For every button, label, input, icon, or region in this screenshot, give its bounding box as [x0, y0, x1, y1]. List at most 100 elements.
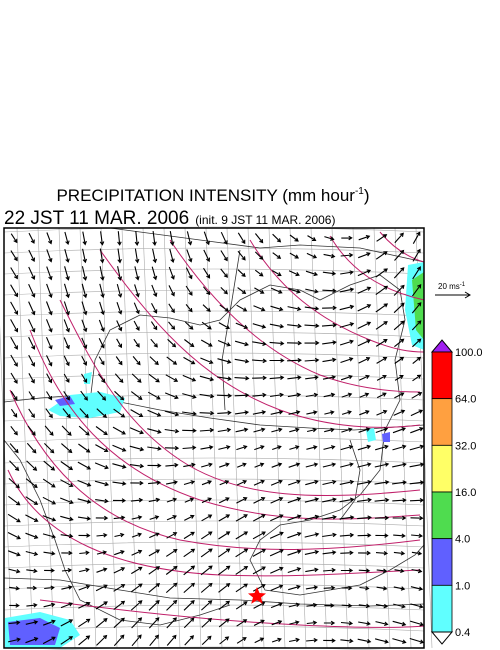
- meridian: [184, 227, 202, 649]
- wind-arrow: [10, 372, 18, 384]
- wind-arrow: [322, 305, 337, 311]
- wind-arrow: [287, 549, 302, 556]
- wind-arrow: [252, 584, 266, 592]
- wind-arrow: [289, 234, 299, 242]
- wind-arrow: [81, 319, 88, 333]
- wind-arrow: [340, 252, 354, 258]
- wind-arrow: [43, 551, 56, 556]
- wind-arrow: [46, 355, 53, 367]
- wind-arrow: [151, 284, 158, 298]
- wind-arrow: [411, 533, 423, 538]
- wind-arrow: [375, 533, 389, 538]
- wind-arrow: [59, 497, 74, 505]
- wind-scale-text: 20 ms: [438, 282, 460, 291]
- wind-arrow: [113, 515, 126, 520]
- meridian: [205, 227, 223, 649]
- wind-arrow: [113, 567, 126, 574]
- wind-arrow: [165, 565, 178, 575]
- wind-arrow: [234, 393, 250, 398]
- wind-arrow: [26, 602, 38, 608]
- wind-arrow: [44, 425, 54, 436]
- wind-arrow: [322, 497, 337, 503]
- wind-arrow: [112, 426, 126, 435]
- wind-arrow: [375, 251, 388, 260]
- wind-arrow: [42, 515, 57, 522]
- parallel: [3, 394, 425, 401]
- wind-arrow: [60, 602, 73, 609]
- meridian: [310, 227, 328, 649]
- wind-arrow: [358, 550, 371, 556]
- wind-arrow: [411, 568, 423, 574]
- lat-lon-grid: [0, 226, 433, 650]
- wind-arrow: [116, 283, 123, 298]
- wind-arrow: [305, 375, 319, 380]
- wind-arrow: [270, 410, 284, 415]
- wind-arrow: [412, 248, 421, 262]
- wind-arrow: [10, 319, 19, 333]
- wind-arrow: [376, 374, 387, 381]
- wind-arrow: [269, 549, 284, 557]
- wind-arrow: [409, 620, 424, 627]
- colorbar-segment: [431, 491, 453, 540]
- colorbar-label: 0.4: [455, 627, 470, 639]
- wind-arrow: [97, 390, 107, 401]
- wind-arrow: [151, 266, 158, 281]
- wind-arrow: [42, 478, 56, 488]
- wind-arrow: [28, 354, 36, 367]
- wind-arrow: [236, 479, 248, 486]
- wind-arrow: [81, 337, 88, 350]
- wind-arrow: [45, 336, 53, 350]
- wind-arrow: [8, 568, 21, 574]
- wind-arrow: [149, 515, 160, 520]
- wind-arrow: [134, 248, 140, 264]
- wind-arrow: [358, 427, 371, 433]
- wind-arrow: [392, 638, 407, 644]
- wind-arrow: [358, 621, 371, 626]
- wind-arrow: [63, 355, 70, 367]
- wind-arrow: [393, 302, 405, 314]
- wind-arrow: [79, 408, 89, 419]
- wind-arrow: [148, 583, 161, 593]
- wind-arrow: [46, 391, 53, 401]
- wind-arrow: [304, 532, 320, 538]
- wind-arrow: [409, 637, 425, 644]
- colorbar-segment: [431, 444, 453, 493]
- wind-arrow: [25, 637, 39, 644]
- wind-arrow: [340, 638, 354, 644]
- wind-arrow: [217, 427, 232, 433]
- wind-arrow: [44, 585, 55, 591]
- wind-arrow: [95, 426, 108, 436]
- wind-arrow: [203, 267, 211, 279]
- wind-arrow: [184, 321, 194, 330]
- wind-arrow: [287, 375, 302, 380]
- wind-arrow: [202, 286, 211, 296]
- wind-arrow: [185, 304, 193, 313]
- wind-arrow: [235, 322, 249, 329]
- wind-arrow: [200, 565, 213, 576]
- wind-arrow: [304, 357, 320, 363]
- wind-arrow: [77, 461, 92, 470]
- wind-arrow: [410, 586, 424, 591]
- wind-arrow: [357, 269, 372, 277]
- wind-arrow: [254, 462, 265, 468]
- wind-arrow: [304, 323, 320, 328]
- wind-arrow: [237, 269, 246, 278]
- wind-arrow: [10, 336, 18, 350]
- wind-arrow: [28, 373, 35, 384]
- wind-arrow: [358, 252, 371, 259]
- wind-arrow: [99, 266, 105, 281]
- wind-arrow: [134, 266, 140, 281]
- wind-arrow: [167, 338, 177, 348]
- wind-arrow: [131, 549, 143, 556]
- wind-arrow: [114, 550, 125, 556]
- wind-arrow: [78, 601, 91, 609]
- wind-arrow: [25, 550, 39, 557]
- wind-arrow: [164, 410, 180, 417]
- wind-arrow: [43, 460, 56, 471]
- wind-arrow: [339, 304, 355, 311]
- wind-arrow: [235, 565, 249, 575]
- wind-arrow: [28, 249, 36, 262]
- wind-arrow: [182, 445, 197, 450]
- colorbar-label: 16.0: [455, 487, 476, 499]
- wind-arrow: [149, 356, 159, 366]
